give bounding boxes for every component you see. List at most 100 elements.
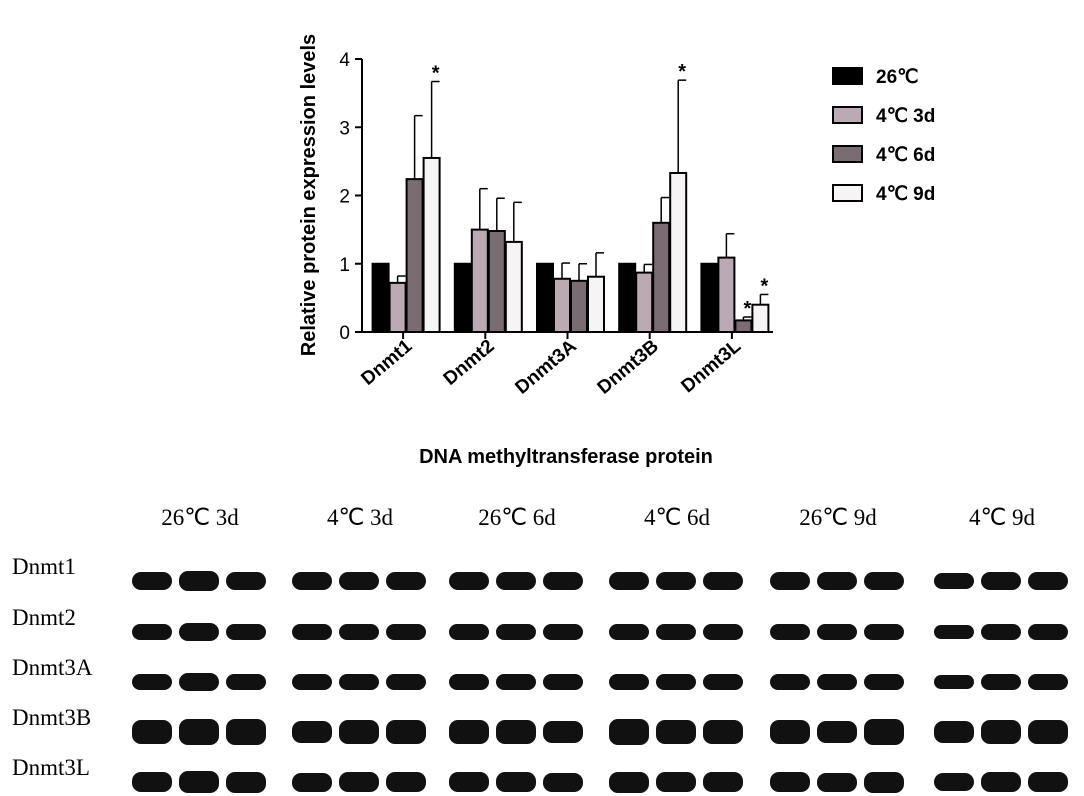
blot-band — [292, 772, 332, 792]
bar-dnmt3b-0 — [618, 262, 637, 333]
bar-dnmt2-2 — [487, 229, 506, 334]
blot-band — [496, 720, 536, 744]
blot-band — [132, 720, 172, 744]
blot-band — [449, 720, 489, 744]
blot-band — [496, 572, 536, 590]
blot-band — [292, 624, 332, 640]
blot-band — [339, 772, 379, 792]
blot-band — [179, 771, 219, 793]
blot-band — [339, 674, 379, 690]
x-tick-label-dnmt2: Dnmt2 — [440, 336, 499, 390]
legend-label-2: 4℃ 6d — [876, 145, 935, 166]
blot-band — [864, 623, 904, 641]
blot-band — [817, 674, 857, 690]
blot-band — [770, 772, 810, 792]
blot-band — [770, 674, 810, 690]
blot-band — [132, 624, 172, 640]
blot-row-label: Dnmt3B — [12, 705, 92, 730]
blot-band — [864, 771, 904, 793]
blot-band — [934, 674, 974, 690]
significance-star: * — [761, 275, 769, 297]
blot-band — [543, 572, 583, 590]
blot-band — [609, 571, 649, 591]
blot-band — [179, 623, 219, 641]
blot-band — [934, 721, 974, 743]
y-tick-label: 1 — [339, 255, 350, 276]
bar-dnmt3b-2 — [652, 221, 671, 333]
y-axis-label: Relative protein expression levels — [298, 34, 320, 356]
significance-star: * — [744, 298, 752, 320]
bar-dnmt2-1 — [470, 228, 489, 333]
blot-band — [864, 719, 904, 745]
bar-dnmt3a-1 — [553, 277, 571, 334]
blot-band — [817, 772, 857, 792]
bar-dnmt3a-2 — [570, 279, 588, 333]
blot-band — [609, 673, 649, 691]
legend-swatch-3 — [832, 184, 863, 202]
blot-band — [656, 624, 696, 640]
blot-band — [339, 572, 379, 590]
blot-band — [339, 720, 379, 744]
blot-band — [386, 624, 426, 640]
blot-band — [449, 572, 489, 590]
x-tick-label-dnmt3a: Dnmt3A — [511, 336, 581, 399]
blot-band — [770, 572, 810, 590]
blot-band — [543, 624, 583, 640]
blot-band — [609, 719, 649, 745]
blot-band — [179, 718, 219, 746]
legend: 26℃ 4℃ 3d 4℃ 6d 4℃ 9d — [832, 67, 935, 205]
blot-band — [609, 623, 649, 641]
blot-row-label: Dnmt2 — [12, 605, 76, 630]
blot-column-header: 4℃ 6d — [643, 505, 711, 530]
y-tick-label: 0 — [339, 323, 350, 344]
blot-band — [386, 674, 426, 690]
blot-band — [817, 720, 857, 744]
bar-dnmt3l-3 — [751, 303, 770, 334]
bar-dnmt1-0 — [371, 262, 390, 333]
blot-band — [226, 571, 266, 591]
legend-label-0: 26℃ — [876, 67, 918, 88]
legend-swatch-0 — [832, 67, 863, 85]
x-axis-label: DNA methyltransferase protein — [419, 446, 713, 468]
blot-band — [386, 572, 426, 590]
blot-band — [496, 674, 536, 690]
blot-band — [703, 674, 743, 690]
blot-band — [226, 673, 266, 691]
blot-band — [609, 771, 649, 793]
blot-band — [226, 623, 266, 641]
blot-band — [703, 624, 743, 640]
blot-column-header: 4℃ 9d — [968, 505, 1036, 530]
blot-band — [770, 720, 810, 744]
blot-band — [386, 772, 426, 792]
blot-band — [132, 674, 172, 690]
y-tick-label: 2 — [339, 187, 350, 208]
blot-band — [179, 673, 219, 691]
blot-band — [817, 572, 857, 590]
blot-band — [656, 674, 696, 690]
bar-dnmt3l-2 — [734, 319, 753, 333]
blot-band — [770, 624, 810, 640]
blot-band — [981, 572, 1021, 590]
blot-band — [292, 720, 332, 744]
blot-band — [449, 624, 489, 640]
blot-band — [864, 673, 904, 691]
blot-band — [543, 674, 583, 690]
bar-dnmt1-3 — [422, 156, 441, 333]
blot-band — [226, 719, 266, 745]
bar-dnmt3l-1 — [717, 256, 736, 334]
bar-dnmt3b-3 — [669, 171, 688, 333]
bar-dnmt1-2 — [405, 178, 424, 333]
bar-dnmt3b-1 — [635, 271, 654, 333]
blot-row-label: Dnmt3A — [12, 655, 93, 680]
legend-label-1: 4℃ 3d — [876, 106, 935, 127]
bar-dnmt2-3 — [504, 240, 523, 333]
blot-band — [934, 624, 974, 640]
blot-band — [656, 572, 696, 590]
blot-band — [1028, 720, 1068, 744]
blot-band — [656, 772, 696, 792]
blot-band — [496, 772, 536, 792]
x-tick-label-dnmt3b: Dnmt3B — [594, 336, 663, 399]
blot-band — [864, 571, 904, 591]
y-tick-label: 4 — [339, 50, 350, 71]
blot-column-header: 4℃ 3d — [326, 505, 394, 530]
